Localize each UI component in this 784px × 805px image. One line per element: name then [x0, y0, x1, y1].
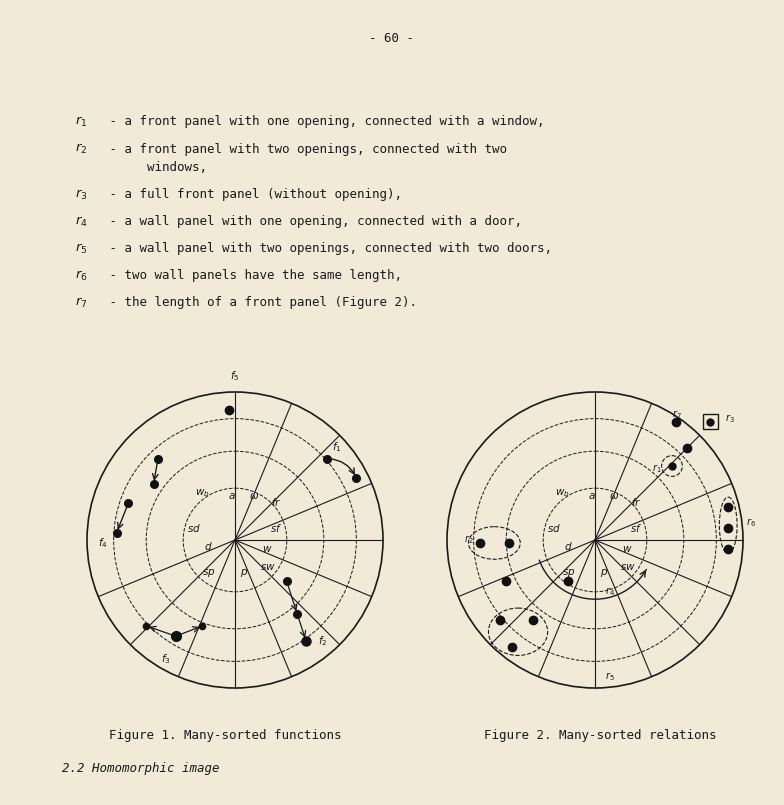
Text: $sd$: $sd$ — [546, 522, 561, 535]
Text: $r_3$: $r_3$ — [725, 412, 735, 425]
Text: $sw$: $sw$ — [619, 562, 636, 572]
Text: $d$: $d$ — [564, 540, 572, 552]
Text: $w$: $w$ — [263, 544, 273, 554]
Text: $r_4$: $r_4$ — [75, 215, 88, 229]
Text: $f_4$: $f_4$ — [98, 535, 107, 550]
Text: $f_5$: $f_5$ — [230, 369, 240, 383]
Text: $r_5$: $r_5$ — [75, 242, 88, 256]
Text: $r_4$: $r_4$ — [604, 585, 615, 598]
Text: $f_2$: $f_2$ — [318, 634, 328, 647]
Text: $sd$: $sd$ — [187, 522, 201, 535]
Text: $\omega$: $\omega$ — [249, 490, 260, 501]
Text: Figure 1. Many-sorted functions: Figure 1. Many-sorted functions — [109, 729, 342, 742]
Text: - a front panel with two openings, connected with two: - a front panel with two openings, conne… — [102, 142, 507, 155]
Text: $r_1$: $r_1$ — [75, 115, 88, 129]
Text: $w_b$: $w_b$ — [195, 487, 210, 498]
Text: $sw$: $sw$ — [260, 562, 275, 572]
Text: $sp$: $sp$ — [201, 567, 215, 579]
Text: $fr$: $fr$ — [631, 496, 641, 507]
Text: $p$: $p$ — [240, 567, 248, 579]
Text: $f_3$: $f_3$ — [161, 652, 171, 666]
Text: $w_b$: $w_b$ — [555, 487, 570, 498]
Text: $fr$: $fr$ — [271, 496, 281, 507]
Text: $sf$: $sf$ — [270, 522, 282, 535]
Text: $sp$: $sp$ — [561, 567, 575, 579]
Text: - the length of a front panel (Figure 2).: - the length of a front panel (Figure 2)… — [102, 296, 417, 309]
Text: $r_6$: $r_6$ — [746, 516, 756, 529]
Text: $r_7$: $r_7$ — [75, 296, 88, 310]
Text: $d$: $d$ — [204, 540, 212, 552]
Text: $a$: $a$ — [228, 490, 236, 501]
Text: - a wall panel with two openings, connected with two doors,: - a wall panel with two openings, connec… — [102, 242, 552, 255]
Text: $r_6$: $r_6$ — [75, 269, 88, 283]
Text: $r_7$: $r_7$ — [672, 408, 681, 420]
Text: windows,: windows, — [102, 161, 207, 175]
Text: 2.2 Homomorphic image: 2.2 Homomorphic image — [62, 762, 220, 774]
Text: $f_1$: $f_1$ — [332, 440, 341, 453]
Text: $w$: $w$ — [622, 544, 633, 554]
Text: $sf$: $sf$ — [630, 522, 643, 535]
Text: - two wall panels have the same length,: - two wall panels have the same length, — [102, 270, 402, 283]
Text: Figure 2. Many-sorted relations: Figure 2. Many-sorted relations — [484, 729, 717, 742]
Text: - a wall panel with one opening, connected with a door,: - a wall panel with one opening, connect… — [102, 216, 522, 229]
Text: $a$: $a$ — [588, 490, 596, 501]
Text: $r_2$: $r_2$ — [75, 142, 87, 156]
Text: $r_1$: $r_1$ — [652, 463, 662, 476]
Text: $r_3$: $r_3$ — [75, 188, 88, 202]
Bar — [703, 415, 718, 429]
Text: $r_2$: $r_2$ — [464, 534, 474, 547]
Text: - a front panel with one opening, connected with a window,: - a front panel with one opening, connec… — [102, 115, 545, 129]
Text: $\omega$: $\omega$ — [609, 490, 619, 501]
Text: $r_5$: $r_5$ — [605, 670, 615, 683]
Text: $p$: $p$ — [600, 567, 608, 579]
Text: - 60 -: - 60 - — [369, 31, 415, 44]
Text: - a full front panel (without opening),: - a full front panel (without opening), — [102, 188, 402, 201]
